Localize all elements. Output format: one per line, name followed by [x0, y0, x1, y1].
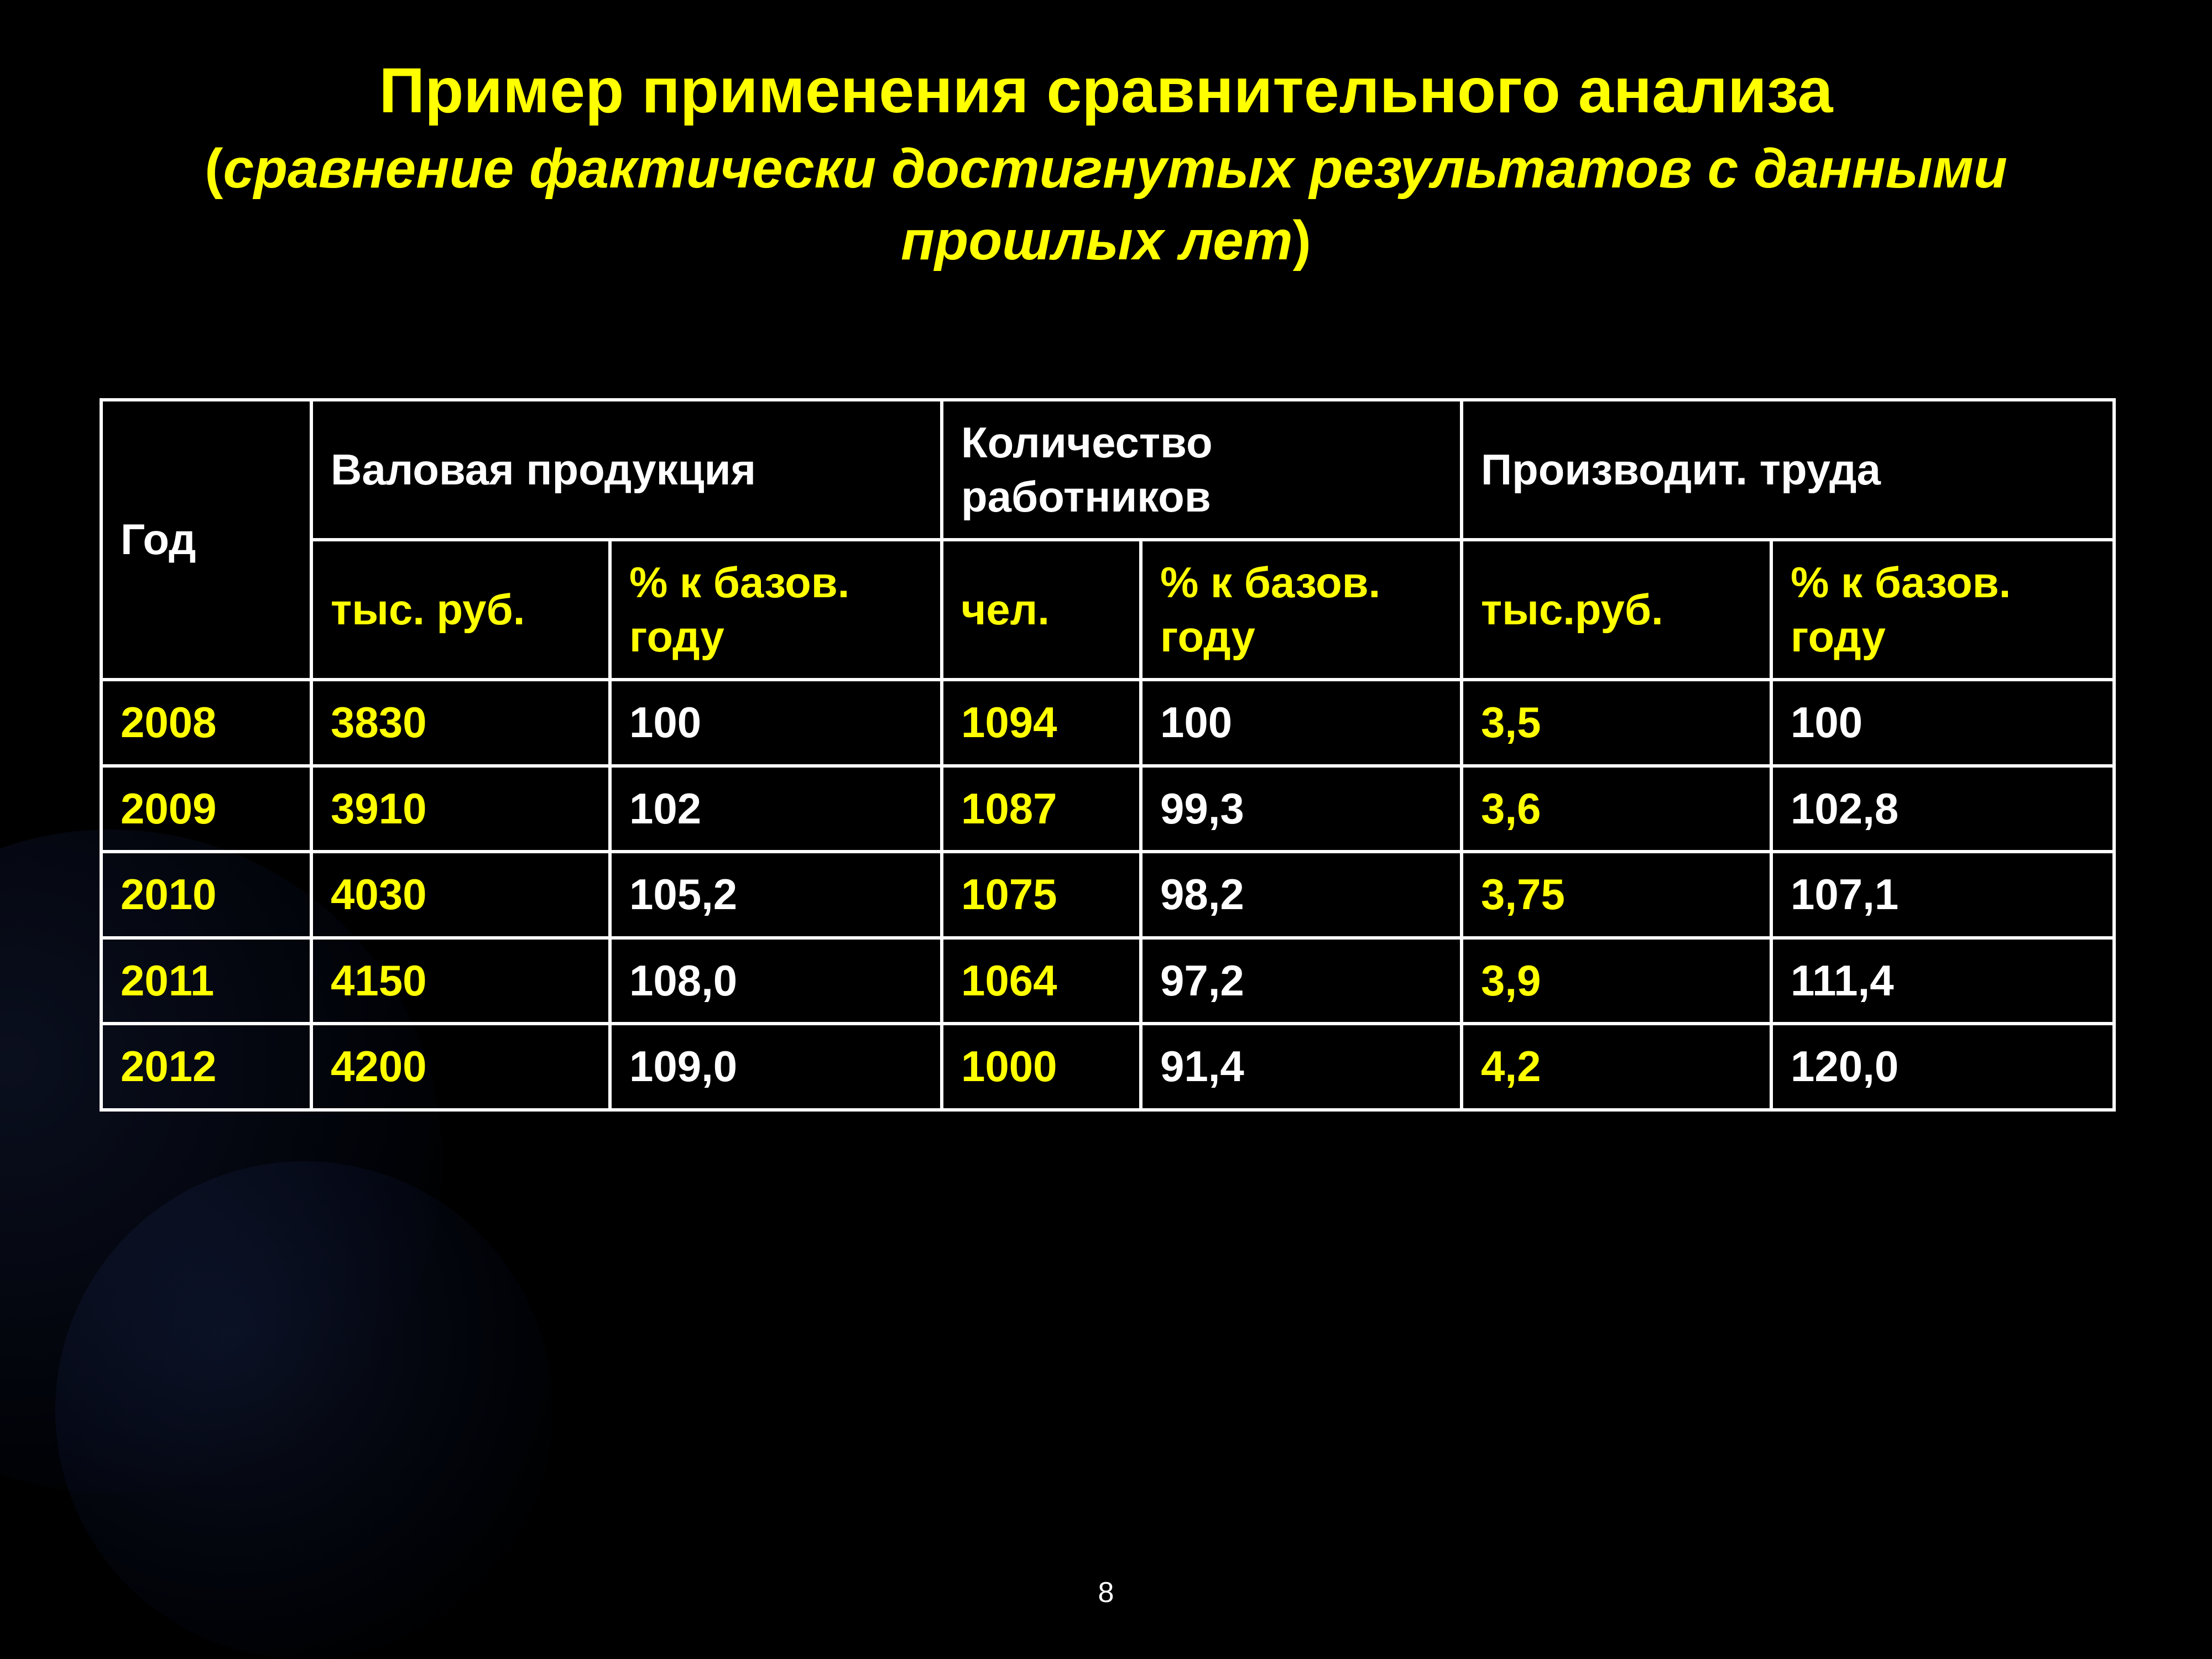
title-paren-close: ) — [1293, 210, 1311, 272]
col-c2-header: % к базов. году — [1771, 540, 2114, 680]
table-cell: 97,2 — [1141, 938, 1462, 1024]
data-table: Год Валовая продукция Количество работни… — [100, 398, 2116, 1112]
col-b1-header: чел. — [942, 540, 1141, 680]
title-sub: (сравнение фактически достигнутых резуль… — [88, 133, 2124, 276]
table-cell: 1087 — [942, 766, 1141, 852]
table-row: 2008383010010941003,5100 — [101, 680, 2114, 766]
table-cell: 2011 — [101, 938, 311, 1024]
col-year-header: Год — [101, 400, 311, 680]
page-number: 8 — [0, 1576, 2212, 1609]
table-row: 20114150108,0106497,23,9111,4 — [101, 938, 2114, 1024]
table-cell: 1064 — [942, 938, 1141, 1024]
data-table-container: Год Валовая продукция Количество работни… — [100, 398, 2112, 1112]
table-cell: 108,0 — [610, 938, 942, 1024]
table-cell: 3,5 — [1462, 680, 1771, 766]
title-paren-open: ( — [205, 138, 223, 200]
table-cell: 98,2 — [1141, 852, 1462, 938]
col-a2-header: % к базов. году — [610, 540, 942, 680]
header-row-sub: тыс. руб. % к базов. году чел. % к базов… — [101, 540, 2114, 680]
table-cell: 1075 — [942, 852, 1141, 938]
table-cell: 120,0 — [1771, 1024, 2114, 1110]
table-cell: 2012 — [101, 1024, 311, 1110]
table-cell: 107,1 — [1771, 852, 2114, 938]
col-b2-header: % к базов. году — [1141, 540, 1462, 680]
table-cell: 109,0 — [610, 1024, 942, 1110]
table-cell: 2010 — [101, 852, 311, 938]
table-cell: 91,4 — [1141, 1024, 1462, 1110]
title-sub-text: сравнение фактически достигнутых результ… — [223, 138, 2007, 272]
table-cell: 2008 — [101, 680, 311, 766]
table-cell: 99,3 — [1141, 766, 1462, 852]
table-cell: 102 — [610, 766, 942, 852]
table-cell: 100 — [1771, 680, 2114, 766]
table-row: 20124200109,0100091,44,2120,0 — [101, 1024, 2114, 1110]
table-cell: 3,9 — [1462, 938, 1771, 1024]
col-groupB-header: Количество работников — [942, 400, 1462, 540]
table-cell: 3,6 — [1462, 766, 1771, 852]
title-main: Пример применения сравнительного анализа — [88, 50, 2124, 133]
col-a1-header: тыс. руб. — [311, 540, 610, 680]
table-row: 20104030105,2107598,23,75107,1 — [101, 852, 2114, 938]
table-body: 2008383010010941003,51002009391010210879… — [101, 680, 2114, 1110]
table-cell: 3830 — [311, 680, 610, 766]
table-cell: 3,75 — [1462, 852, 1771, 938]
table-cell: 111,4 — [1771, 938, 2114, 1024]
header-row-top: Год Валовая продукция Количество работни… — [101, 400, 2114, 540]
col-groupC-header: Производит. труда — [1462, 400, 2114, 540]
table-cell: 4,2 — [1462, 1024, 1771, 1110]
col-c1-header: тыс.руб. — [1462, 540, 1771, 680]
table-cell: 3910 — [311, 766, 610, 852]
table-cell: 1000 — [942, 1024, 1141, 1110]
table-cell: 105,2 — [610, 852, 942, 938]
table-cell: 4150 — [311, 938, 610, 1024]
table-cell: 100 — [1141, 680, 1462, 766]
table-cell: 2009 — [101, 766, 311, 852]
table-row: 20093910102108799,33,6102,8 — [101, 766, 2114, 852]
col-groupA-header: Валовая продукция — [311, 400, 942, 540]
table-cell: 4200 — [311, 1024, 610, 1110]
table-cell: 4030 — [311, 852, 610, 938]
table-cell: 1094 — [942, 680, 1141, 766]
table-cell: 100 — [610, 680, 942, 766]
table-cell: 102,8 — [1771, 766, 2114, 852]
slide-title: Пример применения сравнительного анализа… — [0, 50, 2212, 276]
